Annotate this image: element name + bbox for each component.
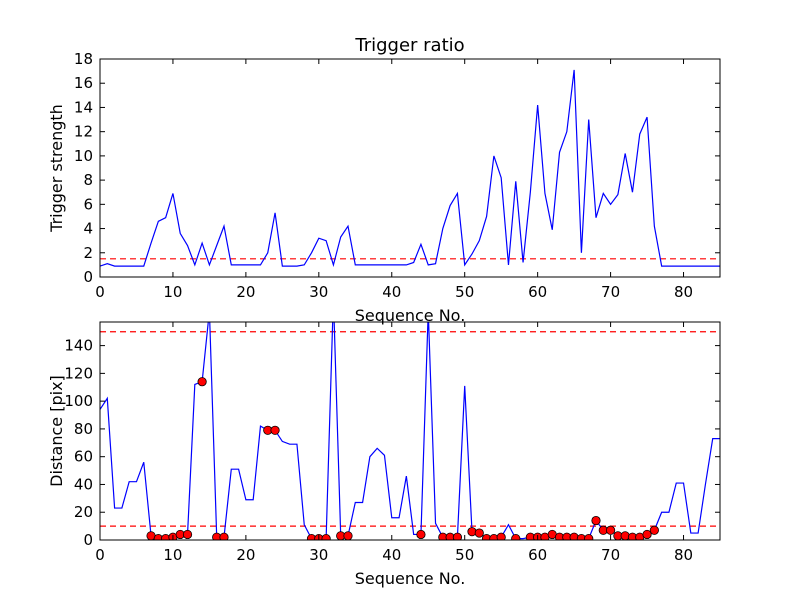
y-tick-label: 10 bbox=[74, 147, 93, 165]
x-axis-label: Sequence No. bbox=[355, 306, 466, 325]
trigger-ratio-chart: 0 10 20 30 40 50 60 70 80 0 2 4 6 8 10 12 14 16 18 Sequence… bbox=[47, 35, 721, 325]
y-tick-label: 0 bbox=[83, 268, 93, 286]
y-tick-label: 2 bbox=[83, 244, 93, 262]
y-axis-label: Distance [pix] bbox=[47, 375, 66, 487]
x-tick-label: 10 bbox=[163, 546, 182, 564]
y-axis-label: Trigger strength bbox=[47, 104, 66, 233]
data-point bbox=[197, 377, 207, 387]
y-tick-label: 60 bbox=[74, 448, 93, 466]
data-point bbox=[343, 531, 353, 540]
y-tick-label: 20 bbox=[74, 503, 93, 521]
y-tick-label: 0 bbox=[83, 531, 93, 549]
y-tick-label: 4 bbox=[83, 220, 93, 238]
distance-chart: 0 10 20 30 40 50 60 70 80 0 20 40 60 80 100 120 140 Seque… bbox=[47, 321, 721, 588]
x-tick-label: 80 bbox=[674, 283, 693, 301]
y-tick-label: 6 bbox=[83, 195, 93, 213]
data-point bbox=[416, 529, 426, 540]
data-point bbox=[182, 529, 193, 540]
y-tick-label: 18 bbox=[74, 50, 93, 68]
x-tick-label: 70 bbox=[601, 283, 620, 301]
y-tick-label: 12 bbox=[74, 123, 93, 141]
data-point bbox=[642, 529, 652, 540]
x-tick-label: 60 bbox=[528, 546, 547, 564]
x-tick-label: 30 bbox=[309, 546, 328, 564]
data-point bbox=[321, 534, 331, 540]
data-point bbox=[649, 525, 659, 535]
data-point bbox=[219, 532, 229, 540]
data-point bbox=[591, 515, 601, 526]
data-point bbox=[605, 525, 616, 535]
plot-frame bbox=[99, 58, 721, 278]
data-point bbox=[474, 528, 484, 538]
x-tick-label: 60 bbox=[528, 283, 547, 301]
y-tick-label: 40 bbox=[74, 475, 93, 493]
y-tick-label: 16 bbox=[74, 74, 93, 92]
data-point bbox=[584, 534, 594, 540]
x-tick-label: 50 bbox=[455, 546, 474, 564]
x-tick-label: 30 bbox=[309, 283, 328, 301]
plot-frame bbox=[99, 321, 721, 541]
y-tick-label: 14 bbox=[74, 98, 93, 116]
data-point bbox=[511, 534, 521, 540]
data-point bbox=[452, 532, 463, 540]
x-tick-label: 50 bbox=[455, 283, 474, 301]
data-point bbox=[496, 532, 506, 540]
y-tick-label: 8 bbox=[83, 171, 93, 189]
chart-title: Trigger ratio bbox=[354, 35, 464, 56]
data-point bbox=[270, 425, 280, 435]
y-tick-label: 140 bbox=[64, 337, 93, 355]
x-tick-label: 20 bbox=[236, 283, 255, 301]
x-tick-label: 70 bbox=[601, 546, 620, 564]
y-tick-label: 100 bbox=[64, 392, 93, 410]
y-tick-label: 80 bbox=[74, 420, 93, 438]
x-tick-label: 40 bbox=[382, 546, 401, 564]
x-tick-label: 0 bbox=[95, 283, 105, 301]
series-line bbox=[100, 69, 720, 268]
x-tick-label: 10 bbox=[163, 283, 182, 301]
x-tick-label: 40 bbox=[382, 283, 401, 301]
x-tick-label: 80 bbox=[674, 546, 693, 564]
x-tick-label: 20 bbox=[236, 546, 255, 564]
x-tick-label: 0 bbox=[95, 546, 105, 564]
x-axis-label: Sequence No. bbox=[355, 569, 466, 588]
y-tick-label: 120 bbox=[64, 364, 93, 382]
